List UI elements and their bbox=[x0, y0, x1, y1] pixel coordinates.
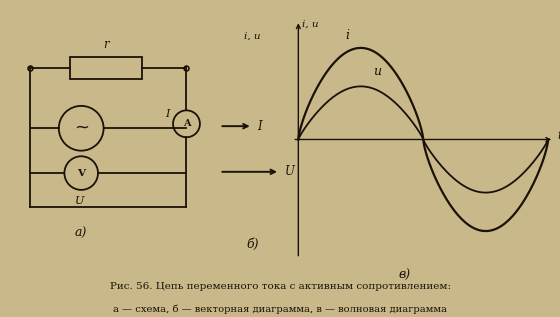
Text: i: i bbox=[346, 29, 350, 42]
Text: I: I bbox=[165, 109, 170, 119]
Text: I: I bbox=[257, 120, 262, 133]
Text: A: A bbox=[183, 119, 190, 128]
Circle shape bbox=[64, 156, 98, 190]
Text: б): б) bbox=[246, 238, 259, 251]
Text: а): а) bbox=[75, 227, 87, 240]
Text: i, u: i, u bbox=[244, 32, 261, 41]
Text: t: t bbox=[557, 129, 560, 142]
Text: в): в) bbox=[399, 269, 410, 282]
Text: u: u bbox=[374, 65, 381, 78]
Text: i, u: i, u bbox=[301, 20, 318, 29]
Text: U: U bbox=[284, 165, 295, 178]
Text: V: V bbox=[77, 169, 85, 178]
Text: U: U bbox=[76, 196, 85, 206]
Circle shape bbox=[173, 110, 200, 137]
Text: r: r bbox=[103, 38, 109, 51]
Text: ~: ~ bbox=[74, 118, 88, 136]
Bar bbox=[70, 57, 142, 79]
Circle shape bbox=[59, 106, 104, 151]
Text: Рис. 56. Цепь переменного тока с активным сопротивлением:: Рис. 56. Цепь переменного тока с активны… bbox=[110, 282, 450, 291]
Text: а — схема, б — векторная диаграмма, в — волновая диаграмма: а — схема, б — векторная диаграмма, в — … bbox=[113, 304, 447, 314]
